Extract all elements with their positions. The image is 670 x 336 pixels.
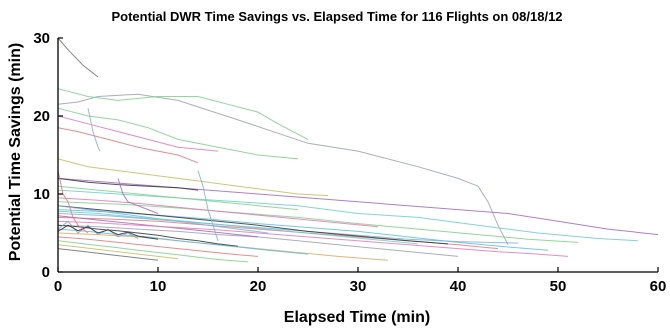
series-line-27 (57, 240, 249, 263)
y-tick-label-20: 20 (33, 108, 50, 125)
x-tick-label-20: 20 (250, 278, 267, 295)
x-tick-label-30: 30 (350, 278, 367, 295)
y-tick-label-30: 30 (33, 30, 50, 47)
series-line-31 (57, 210, 419, 245)
series-line-5 (57, 37, 99, 78)
series-line-28 (57, 244, 179, 260)
series-line-10 (57, 189, 639, 242)
series-line-14 (57, 213, 519, 244)
series-line-30 (57, 220, 569, 257)
series-line-3 (57, 88, 309, 140)
series-line-33 (57, 224, 159, 240)
y-axis-label: Potential Time Savings (min) (7, 43, 24, 261)
series-line-8 (87, 108, 101, 152)
series-line-4 (57, 107, 299, 160)
series-line-2 (477, 185, 509, 245)
series-line-9 (57, 177, 659, 236)
series-line-18 (57, 158, 329, 197)
series-line-20 (57, 185, 299, 211)
series-group (57, 37, 659, 263)
series-line-35 (197, 170, 219, 241)
y-tick-label-10: 10 (33, 186, 50, 203)
y-tick-label-0: 0 (42, 264, 50, 281)
series-line-21 (57, 197, 379, 228)
series-line-1 (57, 93, 479, 187)
axes-group: 0 10 20 30 40 50 60 0 10 20 30 (33, 30, 666, 295)
x-tick-label-0: 0 (54, 278, 62, 295)
series-line-36 (117, 178, 159, 214)
series-line-19 (57, 177, 199, 191)
x-tick-label-10: 10 (150, 278, 167, 295)
series-line-26 (57, 236, 259, 257)
series-line-24 (57, 224, 239, 247)
series-line-7 (57, 127, 199, 164)
x-tick-label-50: 50 (550, 278, 567, 295)
series-line-11 (57, 201, 579, 243)
series-line-29 (57, 248, 159, 261)
series-line-32 (57, 220, 139, 239)
x-tick-label-60: 60 (650, 278, 667, 295)
x-tick-label-40: 40 (450, 278, 467, 295)
chart-title: Potential DWR Time Savings vs. Elapsed T… (111, 9, 562, 24)
series-line-6 (57, 115, 219, 152)
x-axis-label: Elapsed Time (min) (284, 309, 430, 326)
series-line-15 (57, 205, 449, 245)
